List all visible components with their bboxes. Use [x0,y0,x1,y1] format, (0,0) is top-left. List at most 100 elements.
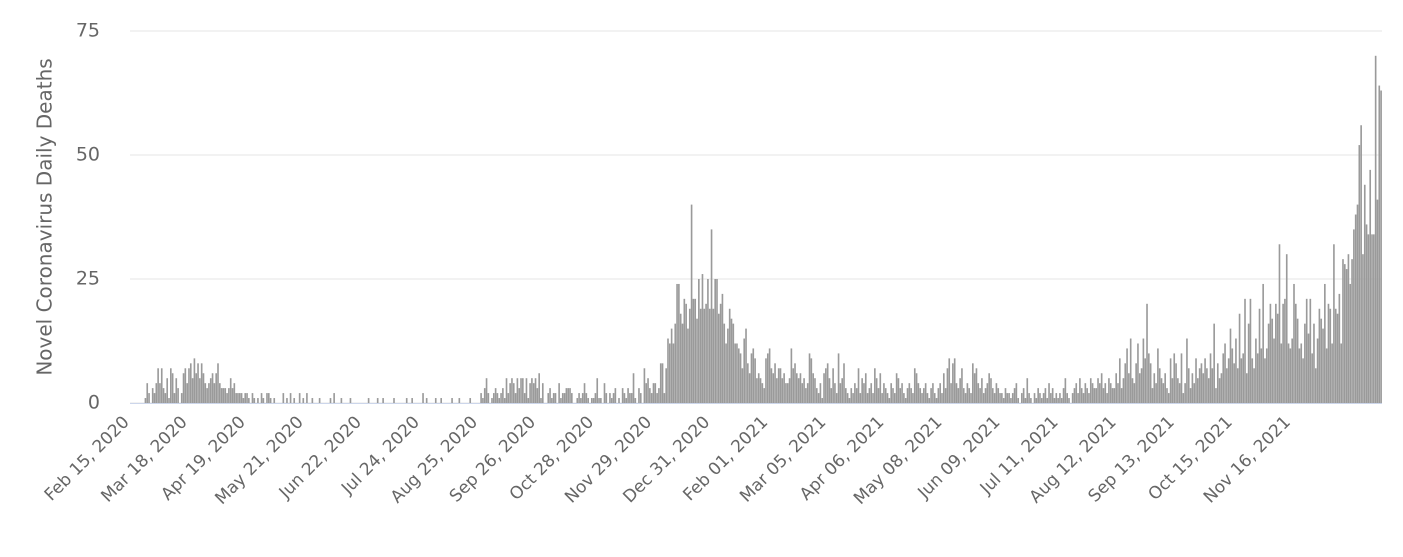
bar [1236,368,1239,403]
bar [1113,388,1116,403]
bar [558,383,560,403]
bar [688,308,691,403]
bar [1164,373,1166,403]
bar [567,388,570,403]
bar [518,388,521,403]
bar [487,393,490,403]
bar [950,383,952,403]
bar [854,383,856,403]
bar [188,368,190,403]
bar [821,398,824,403]
bar [1198,368,1201,403]
bar [665,368,667,403]
bar [144,398,147,403]
bar [246,393,248,403]
bar [211,373,214,403]
bar [1167,393,1170,403]
bar [779,368,782,403]
bar [1262,283,1264,403]
bar [1358,145,1361,403]
bar [217,363,219,403]
bar [206,388,208,403]
bar [1021,393,1023,403]
bar [1142,338,1145,403]
bar [162,388,165,403]
bar [1220,373,1223,403]
bar [511,378,513,403]
bar [790,348,793,403]
bar [1175,363,1177,403]
bar [1146,303,1148,403]
bar [748,373,751,403]
bar [1336,313,1339,403]
bar [973,373,976,403]
bar [629,393,631,403]
bar [874,368,876,403]
bar [859,393,862,403]
bar [825,368,827,403]
bar [333,393,335,403]
bar [981,378,983,403]
y-tick-label: 0 [88,392,100,414]
bar [687,328,689,403]
bar [663,393,666,403]
bar [694,298,697,403]
bar [1282,303,1284,403]
bar [529,383,531,403]
bar [712,308,715,403]
bar [235,393,237,403]
bar [705,303,707,403]
bar [1373,234,1375,403]
bar [997,388,1000,403]
bar [1322,328,1324,403]
bar [605,393,608,403]
bar [921,393,923,403]
bar [741,368,744,403]
bar [828,378,831,403]
bar [1284,298,1286,403]
bar [1314,368,1317,403]
bar [1042,393,1045,403]
bar [739,353,742,403]
bar [492,393,495,403]
bar [941,393,943,403]
bar [551,398,553,403]
bar [888,398,891,403]
bar [723,323,726,403]
bar [159,383,161,403]
bar [609,393,611,403]
bar [803,378,805,403]
bar [231,388,234,403]
bar [857,368,860,403]
bar [1276,313,1279,403]
bar [202,373,205,403]
bar [1267,323,1270,403]
y-tick-label: 50 [76,144,100,166]
bar [306,393,308,403]
bar [248,398,250,403]
bar [959,378,961,403]
bar [845,388,847,403]
bar [1369,169,1372,403]
bar [991,388,994,403]
bar [1026,378,1029,403]
bar [1193,383,1196,403]
bar [1048,383,1050,403]
bar [1304,323,1306,403]
bar [826,363,829,403]
bar [1376,199,1379,403]
bar [1184,383,1186,403]
bar [1246,373,1248,403]
bar [872,393,874,403]
bar [376,398,379,403]
bar [683,298,686,403]
bar [1300,343,1303,403]
bar [1349,283,1352,403]
bar [942,373,945,403]
bar [1255,338,1257,403]
bar [714,279,716,403]
bar [977,383,980,403]
bar [1331,343,1333,403]
bar [1249,298,1252,403]
bar [1002,398,1005,403]
